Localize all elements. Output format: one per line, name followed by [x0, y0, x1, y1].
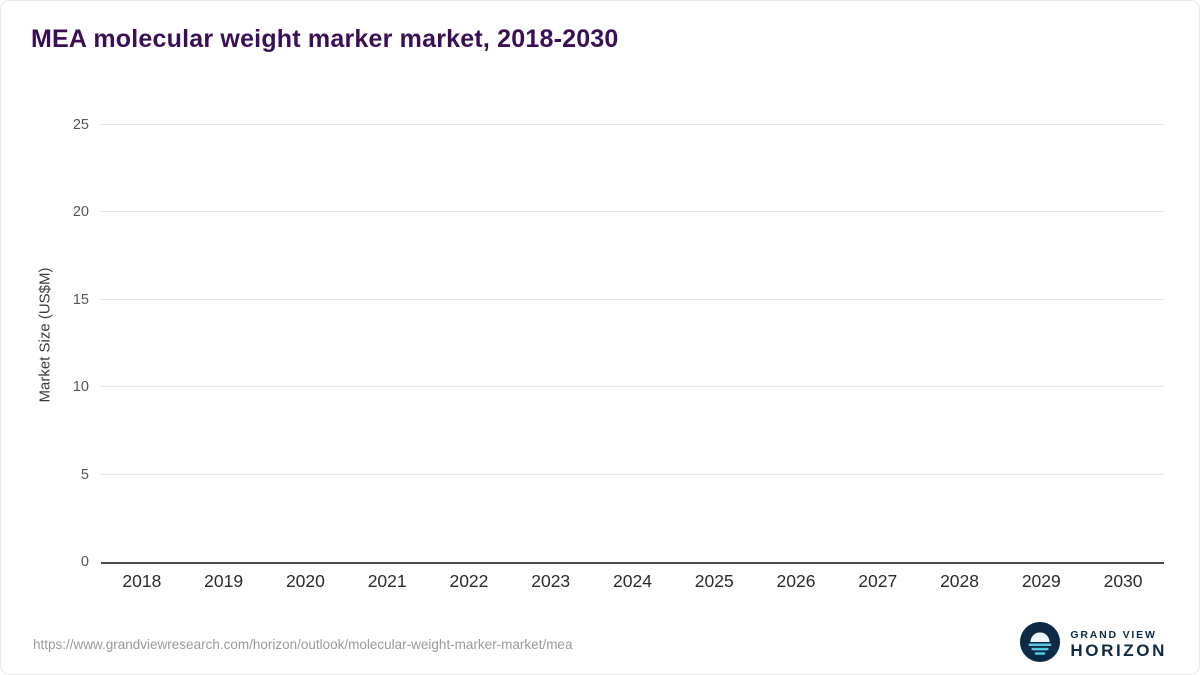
- source-url: https://www.grandviewresearch.com/horizo…: [33, 637, 573, 652]
- x-tick-label: 2028: [940, 571, 979, 591]
- x-tick-label: 2023: [531, 571, 571, 591]
- logo-top-label: GRAND VIEW: [1070, 628, 1157, 641]
- x-axis-labels: 2018 2019 2020 2021 2022 2023 2024 2025 2026 2027…: [101, 571, 1164, 592]
- bars-container: [101, 109, 1164, 562]
- horizon-logo-icon: [1019, 621, 1061, 668]
- gridline: [101, 473, 1164, 475]
- y-tick-label: 10: [72, 379, 89, 396]
- x-tick-label: 2021: [367, 571, 407, 591]
- logo-text: GRAND VIEW HORIZON: [1070, 629, 1167, 661]
- chart-title: MEA molecular weight marker market, 2018…: [31, 25, 619, 53]
- x-tick-label: 2030: [1103, 571, 1143, 591]
- y-axis-label: Market Size (US$M): [36, 267, 54, 403]
- x-tick-label: 2025: [694, 571, 734, 591]
- y-tick-label: 5: [80, 466, 89, 483]
- x-tick-label: 2020: [285, 571, 325, 591]
- y-tick-label: 20: [72, 204, 89, 221]
- x-tick-label: 2018: [122, 571, 162, 591]
- x-tick-label: 2019: [204, 571, 244, 591]
- plot-area: [101, 109, 1164, 564]
- gridline: [101, 211, 1164, 213]
- x-tick-label: 2026: [776, 571, 816, 591]
- gridline: [101, 123, 1164, 125]
- x-tick-label: 2022: [449, 571, 489, 591]
- gridline: [101, 386, 1164, 388]
- y-tick-label: 15: [72, 291, 89, 308]
- x-tick-label: 2027: [858, 571, 898, 591]
- logo: GRAND VIEW HORIZON: [1019, 621, 1167, 668]
- y-tick-label: 25: [72, 116, 89, 133]
- logo-bottom-label: HORIZON: [1070, 640, 1167, 660]
- y-tick-label: 0: [80, 554, 89, 570]
- gridline: [101, 298, 1164, 300]
- x-tick-label: 2029: [1021, 571, 1061, 591]
- x-tick-label: 2024: [613, 571, 652, 591]
